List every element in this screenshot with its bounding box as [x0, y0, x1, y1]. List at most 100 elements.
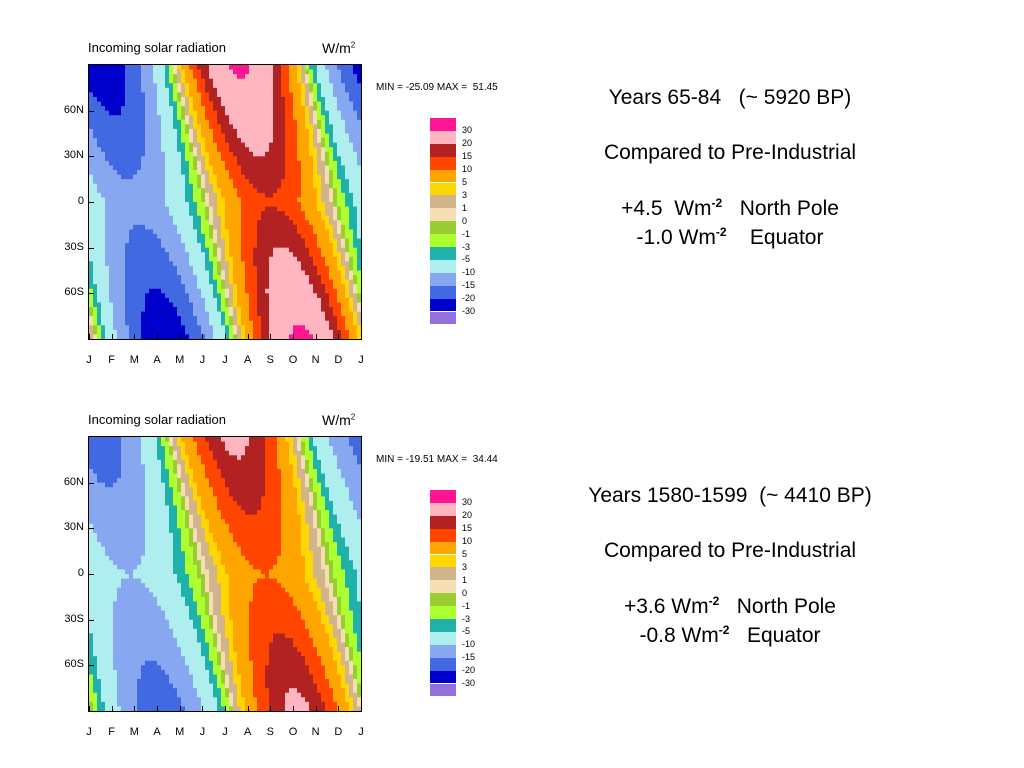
contour-cell	[165, 101, 170, 107]
contour-cell	[89, 183, 94, 189]
contour-cell	[169, 206, 174, 212]
contour-cell	[345, 229, 350, 235]
contour-cell	[345, 192, 350, 199]
contour-cell	[157, 106, 162, 112]
contour-cell	[125, 546, 130, 552]
contour-cell	[89, 619, 94, 625]
contour-cell	[197, 165, 202, 171]
contour-cell	[137, 151, 142, 157]
contour-cell	[129, 519, 134, 525]
contour-cell	[121, 320, 126, 326]
contour-cell	[349, 119, 354, 125]
contour-cell	[269, 220, 274, 226]
contour-cell	[193, 307, 198, 313]
contour-cell	[121, 101, 126, 107]
contour-cell	[333, 188, 338, 194]
contour-cell	[225, 128, 230, 135]
contour-cell	[133, 674, 138, 680]
contour-cell	[269, 311, 274, 317]
contour-cell	[321, 284, 326, 290]
contour-cell	[97, 564, 102, 571]
contour-cell	[117, 311, 122, 317]
contour-cell	[177, 87, 182, 93]
contour-cell	[177, 284, 182, 290]
contour-cell	[133, 656, 138, 662]
contour-cell	[241, 124, 246, 130]
contour-cell	[345, 293, 350, 299]
contour-cell	[337, 293, 342, 299]
contour-cell	[185, 252, 190, 258]
contour-cell	[185, 293, 190, 299]
contour-cell	[137, 124, 142, 130]
contour-cell	[249, 229, 254, 235]
contour-cell	[185, 96, 190, 103]
contour-cell	[277, 224, 282, 230]
contour-cell	[309, 69, 314, 75]
contour-cell	[333, 92, 338, 98]
contour-cell	[105, 523, 110, 529]
contour-cell	[137, 165, 142, 171]
contour-cell	[217, 325, 222, 331]
contour-cell	[97, 437, 102, 443]
contour-cell	[309, 311, 314, 317]
contour-cell	[305, 119, 310, 125]
contour-cell	[129, 179, 134, 185]
contour-cell	[241, 160, 246, 167]
contour-cell	[165, 115, 170, 121]
contour-cell	[261, 316, 266, 322]
contour-cell	[185, 307, 190, 313]
contour-cell	[133, 605, 138, 612]
contour-cell	[93, 265, 98, 272]
contour-cell	[93, 683, 98, 689]
contour-cell	[125, 587, 130, 593]
contour-cell	[149, 288, 154, 294]
contour-cell	[309, 174, 314, 180]
contour-cell	[241, 275, 246, 281]
contour-cell	[217, 229, 222, 235]
contour-cell	[109, 505, 114, 511]
contour-cell	[281, 74, 286, 80]
contour-cell	[125, 464, 130, 470]
contour-cell	[105, 238, 110, 244]
contour-cell	[285, 147, 290, 153]
contour-cell	[125, 92, 130, 98]
contour-cell	[117, 307, 122, 313]
contour-cell	[265, 329, 270, 336]
contour-cell	[125, 624, 130, 630]
contour-cell	[137, 583, 142, 589]
contour-cell	[265, 170, 270, 176]
contour-cell	[113, 660, 118, 666]
contour-cell	[121, 197, 126, 203]
contour-cell	[345, 74, 350, 80]
contour-cell	[93, 587, 98, 593]
contour-cell	[245, 87, 250, 93]
contour-cell	[205, 83, 210, 89]
contour-cell	[297, 106, 302, 112]
contour-cell	[177, 156, 182, 162]
contour-cell	[221, 156, 226, 162]
contour-cell	[349, 106, 354, 112]
contour-cell	[125, 252, 130, 258]
contour-cell	[209, 229, 214, 235]
contour-cell	[101, 133, 106, 139]
contour-cell	[189, 170, 194, 176]
contour-cell	[125, 229, 130, 235]
contour-cell	[181, 183, 186, 189]
contour-cell	[153, 106, 158, 112]
contour-cell	[161, 297, 166, 304]
contour-cell	[273, 156, 278, 162]
contour-cell	[321, 128, 326, 135]
contour-cell	[177, 197, 182, 203]
contour-cell	[313, 78, 318, 84]
contour-cell	[357, 302, 361, 308]
contour-cell	[241, 92, 246, 98]
contour-cell	[261, 229, 266, 235]
contour-cell	[89, 605, 94, 612]
contour-cell	[245, 256, 250, 262]
contour-cell	[145, 69, 150, 75]
contour-cell	[105, 138, 110, 144]
contour-cell	[113, 546, 118, 552]
contour-cell	[97, 124, 102, 130]
contour-cell	[257, 170, 262, 176]
contour-cell	[129, 156, 134, 162]
